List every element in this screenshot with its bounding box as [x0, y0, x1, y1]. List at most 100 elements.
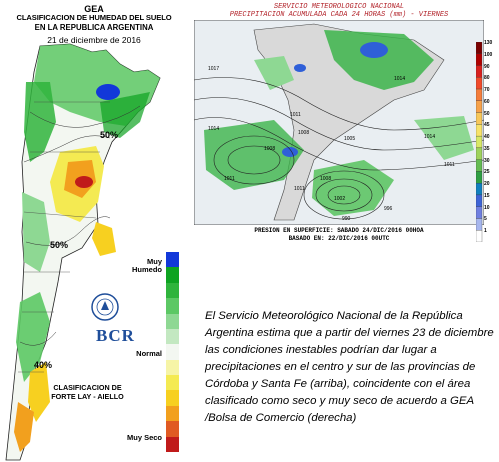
isobar-label: 1011 — [290, 112, 301, 118]
map-title: CLASIFICACION DE HUMEDAD DEL SUELO — [16, 13, 172, 22]
colorbar-label: 15 — [484, 192, 490, 199]
colorbar-swatch — [476, 112, 483, 125]
map-subtitle: EN LA REPUBLICA ARGENTINA — [34, 23, 154, 32]
precip-area — [254, 56, 294, 90]
driest-zone — [75, 176, 93, 188]
isobar-label: 1014 — [394, 76, 405, 82]
heavy-precip — [360, 42, 388, 58]
precipitation-map: 1017 1011 1008 1014 1005 1008 1011 1014 … — [194, 20, 484, 225]
heavy-precip — [282, 147, 298, 157]
legend-swatch — [166, 405, 179, 423]
very-humid-zone — [96, 84, 120, 100]
moisture-legend — [166, 252, 179, 453]
colorbar-swatch — [476, 77, 483, 90]
contour-label: 50% — [50, 240, 68, 250]
bcr-seal-logo — [91, 293, 119, 321]
map-org: GEA — [84, 4, 104, 14]
isobar-label: 1005 — [344, 136, 355, 142]
soil-moisture-map-panel: GEA CLASIFICACION DE HUMEDAD DEL SUELO E… — [0, 0, 188, 462]
heavy-precip — [294, 64, 306, 72]
legend-swatch — [166, 375, 179, 392]
credit-line-1: CLASIFICACION DE — [53, 383, 122, 392]
isobar-label: 1014 — [208, 126, 219, 132]
colorbar-label: 40 — [484, 134, 490, 141]
isobar-label: 1008 — [320, 176, 331, 182]
legend-label-very-humid: Muy Humedo — [132, 257, 162, 274]
colorbar-label: 25 — [484, 169, 490, 176]
legend-swatch — [166, 267, 179, 284]
colorbar-label: 10 — [484, 204, 490, 211]
legend-swatch — [166, 436, 179, 453]
isobar-label: 1011 — [444, 162, 455, 168]
precip-area — [312, 160, 394, 216]
isobar-label: 1008 — [264, 146, 275, 152]
colorbar-swatch — [476, 206, 483, 219]
legend-swatch — [166, 344, 179, 361]
colorbar-label: 80 — [484, 75, 490, 82]
contour-line — [23, 135, 111, 163]
humid-zone-south — [16, 292, 50, 382]
colorbar-swatch — [476, 65, 483, 78]
precip-area — [204, 120, 304, 190]
colorbar-label: 50 — [484, 110, 490, 117]
colorbar-swatch — [476, 183, 483, 196]
contour-label: 40% — [34, 360, 52, 370]
colorbar-label: 70 — [484, 87, 490, 94]
isobar-label: 1017 — [208, 66, 219, 72]
colorbar-swatch — [476, 124, 483, 137]
wet-zone-east — [100, 92, 150, 138]
isobar-label: 1011 — [294, 186, 305, 192]
legend-swatch — [166, 328, 179, 346]
colorbar-label: 30 — [484, 157, 490, 164]
contour-label: 50% — [100, 130, 118, 140]
colorbar-swatch — [476, 194, 483, 207]
colorbar-swatch — [476, 42, 483, 54]
dry-zone-south — [28, 362, 50, 422]
footer-pressure: PRESION EN SUPERFICIE: SABADO 24/DIC/201… — [254, 227, 424, 234]
colorbar-swatch — [476, 159, 483, 172]
precip-area — [414, 116, 474, 160]
colorbar-swatch — [476, 135, 483, 149]
colorbar-swatch — [476, 88, 483, 101]
argentina-soil-map: 50% 50% 40% — [5, 43, 161, 461]
precipitation-map-panel: SERVICIO METEOROLOGICO NACIONAL PRECIPIT… — [194, 0, 499, 250]
contour-line — [19, 331, 57, 346]
legend-swatch — [166, 359, 179, 377]
legend-label-normal: Normal — [136, 349, 162, 358]
footer-based-on: BASADO EN: 22/DIC/2016 00UTC — [288, 235, 390, 242]
isobar-label: 996 — [384, 206, 393, 212]
colorbar-label: 90 — [484, 63, 490, 70]
colorbar-swatch — [476, 100, 483, 113]
colorbar-label: 130 — [484, 40, 493, 46]
precip-title: PRECIPITACION ACUMULADA CADA 24 HORAS (m… — [229, 11, 449, 19]
humid-zone-west — [22, 192, 50, 272]
legend-swatch — [166, 298, 179, 315]
caption-text: El Servicio Meteorológico Nacional de la… — [205, 310, 494, 424]
map-date: 21 de diciembre de 2016 — [47, 35, 141, 45]
isobar-label: 1008 — [298, 130, 309, 136]
dry-zone-east — [92, 222, 116, 256]
colorbar-label: 20 — [484, 181, 490, 188]
colorbar-label: 45 — [484, 122, 490, 129]
colorbar-label: 100 — [484, 51, 493, 58]
legend-swatch — [166, 282, 179, 300]
isobar-label: 1011 — [224, 176, 235, 182]
colorbar-label: 5 — [484, 216, 487, 223]
legend-swatch — [166, 313, 179, 330]
colorbar-swatch — [476, 147, 483, 160]
legend-swatch — [166, 390, 179, 407]
colorbar-swatch — [476, 171, 483, 184]
colorbar-swatch — [476, 53, 483, 66]
precip-colorbar — [476, 42, 483, 242]
credit-line-2: FORTE LAY - AIELLO — [51, 392, 124, 401]
isobar-label: 1014 — [424, 134, 435, 140]
colorbar-label: 1 — [484, 228, 487, 235]
contour-line — [25, 216, 111, 246]
province-border — [18, 101, 110, 373]
precip-area — [324, 30, 434, 90]
dry-zone-patagonia — [14, 402, 34, 452]
isobar-label: 990 — [342, 216, 351, 222]
contour-line — [29, 105, 141, 128]
isobar-label: 1002 — [334, 196, 345, 202]
legend-swatch — [166, 252, 179, 269]
